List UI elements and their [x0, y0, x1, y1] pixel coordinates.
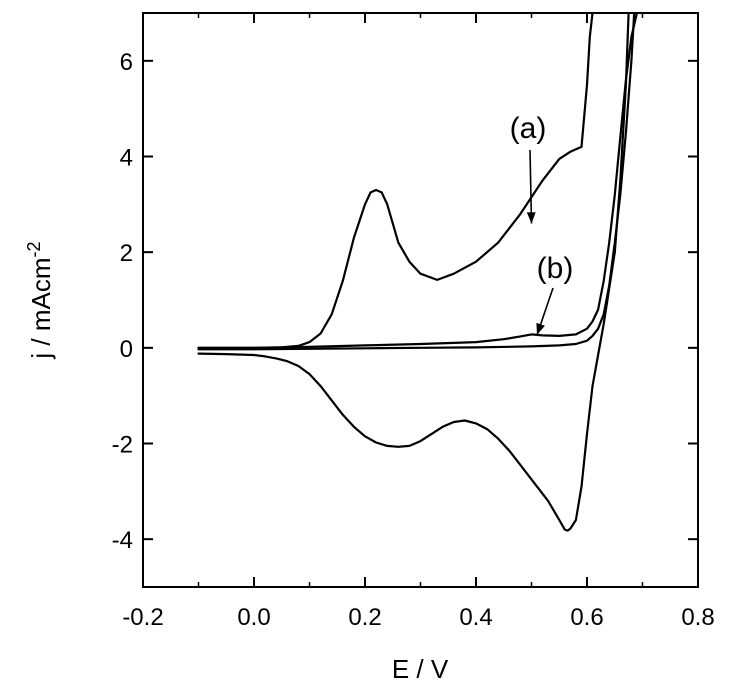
x-axis-title: E / V [392, 654, 449, 684]
x-tick-label: -0.2 [122, 604, 163, 631]
annotation-arrowhead [526, 212, 536, 224]
y-tick-label: -2 [112, 432, 133, 459]
plot-frame [142, 12, 699, 588]
y-axis-title-main: j / mAcm [26, 257, 56, 359]
x-tick-label: 0.0 [237, 604, 270, 631]
y-axis-title-exponent: -2 [24, 241, 44, 257]
y-tick-label: 2 [120, 240, 133, 267]
y-axis-title: j / mAcm-2 [24, 241, 56, 359]
curve-b-forward [197, 13, 638, 349]
annotations: (a) (b) [510, 112, 574, 336]
x-tick-label: 0.6 [570, 604, 603, 631]
curve-a-reverse [197, 13, 630, 532]
y-tick-label: 6 [120, 49, 133, 76]
y-tick-label: -4 [112, 527, 133, 554]
x-tick-label: 0.4 [459, 604, 492, 631]
curve-b-reverse [197, 13, 636, 351]
annotation-arrowhead [536, 322, 545, 335]
annotation-label: (b) [537, 252, 574, 285]
axis-ticks [142, 13, 699, 587]
annotation-label: (a) [510, 112, 547, 145]
tick-labels: -0.2 0.0 0.2 0.4 0.6 0.8 -4 -2 0 2 4 6 [112, 49, 715, 631]
curve-a-forward [197, 13, 594, 349]
y-tick-label: 0 [120, 336, 133, 363]
annotation-arrow [529, 149, 533, 224]
curves [197, 13, 638, 532]
x-tick-label: 0.8 [681, 604, 714, 631]
y-tick-label: 4 [120, 145, 133, 172]
x-tick-label: 0.2 [348, 604, 381, 631]
